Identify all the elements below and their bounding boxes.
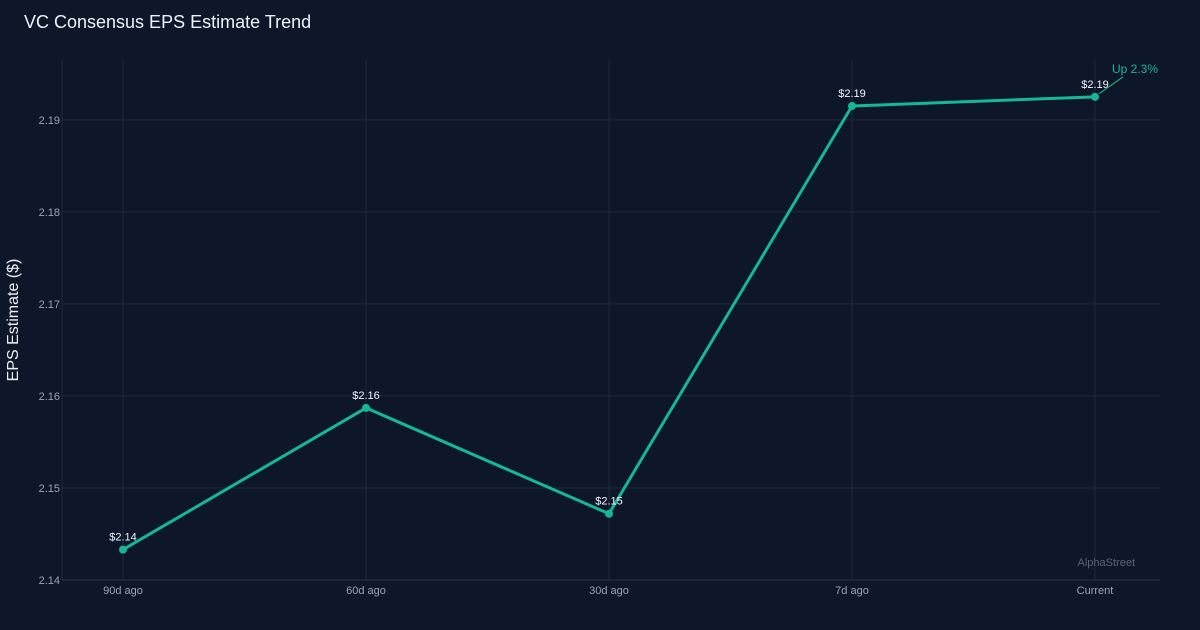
data-label: $2.16	[352, 390, 380, 402]
data-labels: $2.14 $2.16 $2.15 $2.19 $2.19	[109, 79, 1109, 544]
annotation-label: Up 2.3%	[1112, 62, 1158, 76]
x-tick-label: 7d ago	[835, 585, 869, 597]
y-axis-title: EPS Estimate ($)	[5, 259, 22, 382]
data-point	[1091, 92, 1099, 101]
data-point	[119, 545, 127, 554]
y-tick-label: 2.16	[39, 391, 60, 403]
data-label: $2.15	[595, 496, 623, 508]
annotations: Up 2.3% AlphaStreet	[1078, 62, 1159, 569]
data-point	[848, 102, 856, 111]
axes: 2.14 2.15 2.16 2.17 2.18 2.19 90d ago 60d ago 30…	[5, 60, 1160, 597]
x-tick-label: Current	[1077, 585, 1114, 597]
data-label: $2.19	[1081, 79, 1109, 91]
series	[119, 92, 1099, 554]
watermark: AlphaStreet	[1078, 557, 1135, 569]
data-label: $2.14	[109, 532, 137, 544]
x-tick-label: 60d ago	[346, 585, 386, 597]
data-point	[605, 509, 613, 518]
chart-title: VC Consensus EPS Estimate Trend	[24, 12, 312, 32]
data-label: $2.19	[838, 88, 866, 100]
x-tick-label: 30d ago	[589, 585, 629, 597]
data-point	[362, 403, 370, 412]
y-tick-label: 2.17	[39, 299, 60, 311]
x-tick-label: 90d ago	[103, 585, 143, 597]
y-tick-label: 2.14	[39, 575, 60, 587]
annotation-arrow	[1098, 76, 1124, 95]
y-tick-label: 2.15	[39, 483, 60, 495]
y-tick-label: 2.18	[39, 207, 60, 219]
y-tick-label: 2.19	[39, 115, 60, 127]
